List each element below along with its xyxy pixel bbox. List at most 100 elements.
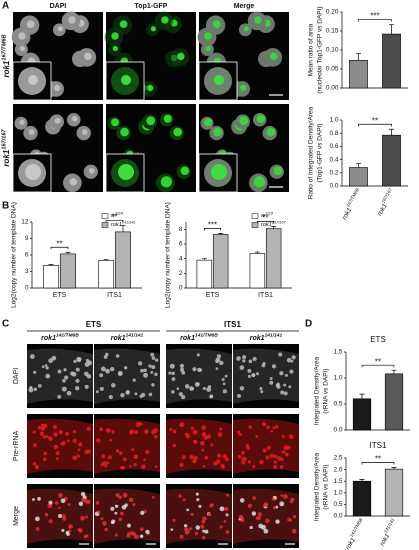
y-tick-label: 2 [179, 270, 183, 277]
y-tick-label: 0.5 [333, 501, 342, 508]
nucleus [239, 365, 245, 370]
error-bar [48, 264, 54, 266]
nucleus [213, 461, 218, 466]
nucleus [29, 386, 33, 390]
allele: 167/TM6B [2, 34, 8, 60]
nucleus [222, 389, 227, 394]
nucleus [283, 383, 287, 387]
nucleus [154, 372, 158, 377]
nucleolus [161, 16, 169, 24]
nucleus [111, 430, 115, 434]
nucleus [278, 352, 283, 357]
significance-label: ** [262, 214, 268, 223]
nucleus [121, 504, 127, 510]
tissue [166, 418, 232, 474]
group-header: ITS1 [224, 320, 241, 329]
x-tick-label: ITS1 [258, 292, 273, 299]
nucleus [78, 528, 83, 533]
nucleus [111, 519, 116, 524]
y-tick-label: 1.5 [333, 349, 342, 356]
nucleolus [204, 32, 212, 40]
nucleus [189, 386, 194, 391]
nucleus [46, 435, 49, 439]
nucleus [286, 357, 292, 363]
error-bar [359, 393, 365, 399]
nucleus [265, 518, 270, 524]
nucleus [123, 366, 128, 370]
gene: rok1 [41, 335, 56, 342]
row-header: DAPI [13, 368, 20, 384]
nucleus [172, 518, 176, 522]
nucleus [155, 358, 159, 362]
nucleolus [18, 32, 26, 40]
nucleus [291, 355, 296, 360]
nucleus [279, 371, 284, 376]
allele: 167/TM6B [345, 187, 360, 208]
nucleus [169, 363, 175, 369]
y-tick-label: 1.0 [329, 117, 338, 124]
nucleus [61, 440, 66, 446]
y-tick-label: 0.0 [329, 183, 338, 190]
nucleus [104, 464, 108, 468]
genotype-label: rok1141/TM6B [343, 517, 368, 550]
genotype-label: rok1141/TM6B [180, 333, 218, 342]
y-tick-label: 12 [21, 219, 29, 226]
nucleus [97, 510, 101, 514]
nucleus [55, 451, 60, 456]
inset-nucleolus [25, 164, 41, 180]
y-tick-label: 4 [179, 255, 183, 262]
nucleus [117, 370, 123, 376]
nucleus [42, 457, 47, 462]
y-tick-label: 0.2 [329, 170, 338, 177]
nucleus [189, 454, 194, 460]
nucleus [262, 448, 267, 453]
nucleus [72, 438, 77, 443]
genotype-label: rok1141/141 [111, 221, 136, 229]
gene: rok1 [376, 202, 389, 217]
nucleolus [120, 127, 129, 137]
nucleus [106, 461, 110, 465]
nucleus [223, 520, 227, 523]
nucleus [141, 464, 146, 469]
gene: rok1 [111, 222, 122, 228]
nucleus [171, 377, 176, 381]
bar [384, 468, 404, 517]
nucleus [133, 454, 138, 459]
error-bar [356, 53, 361, 61]
legend-swatch [251, 213, 259, 219]
gene: rok1 [379, 532, 392, 547]
nucleus [58, 513, 63, 519]
nucleus [48, 358, 54, 364]
nucleus [114, 533, 118, 537]
nucleus [66, 439, 70, 443]
nucleus [129, 531, 135, 536]
nucleus [289, 434, 294, 440]
significance-label: ** [56, 239, 62, 248]
y-axis-label: Ratio of Integrated Density/Area [308, 106, 315, 199]
nucleus [287, 517, 291, 522]
nucleus [172, 429, 177, 434]
nucleus [242, 359, 246, 363]
nucleus [288, 385, 292, 389]
nucleolus [28, 129, 35, 135]
y-tick-label: 0.4 [329, 156, 338, 163]
nucleus [100, 366, 106, 372]
nucleolus [146, 116, 156, 126]
nucleus [115, 354, 120, 358]
nucleus [118, 495, 122, 500]
allele: 141/TM6B [56, 333, 79, 339]
nucleus [85, 534, 89, 538]
nucleus [225, 457, 229, 462]
nucleolus [150, 26, 156, 32]
genotype-label: rok1167/167 [374, 187, 397, 217]
nucleus [241, 456, 247, 462]
nucleus [96, 438, 101, 443]
nucleus [291, 528, 297, 534]
nucleus [39, 431, 45, 436]
nucleus [182, 498, 186, 502]
nucleus [202, 387, 206, 391]
nucleus [139, 534, 144, 539]
nucleus [202, 529, 206, 533]
nucleolus [68, 16, 76, 24]
y-tick-label: 0.05 [326, 66, 339, 73]
